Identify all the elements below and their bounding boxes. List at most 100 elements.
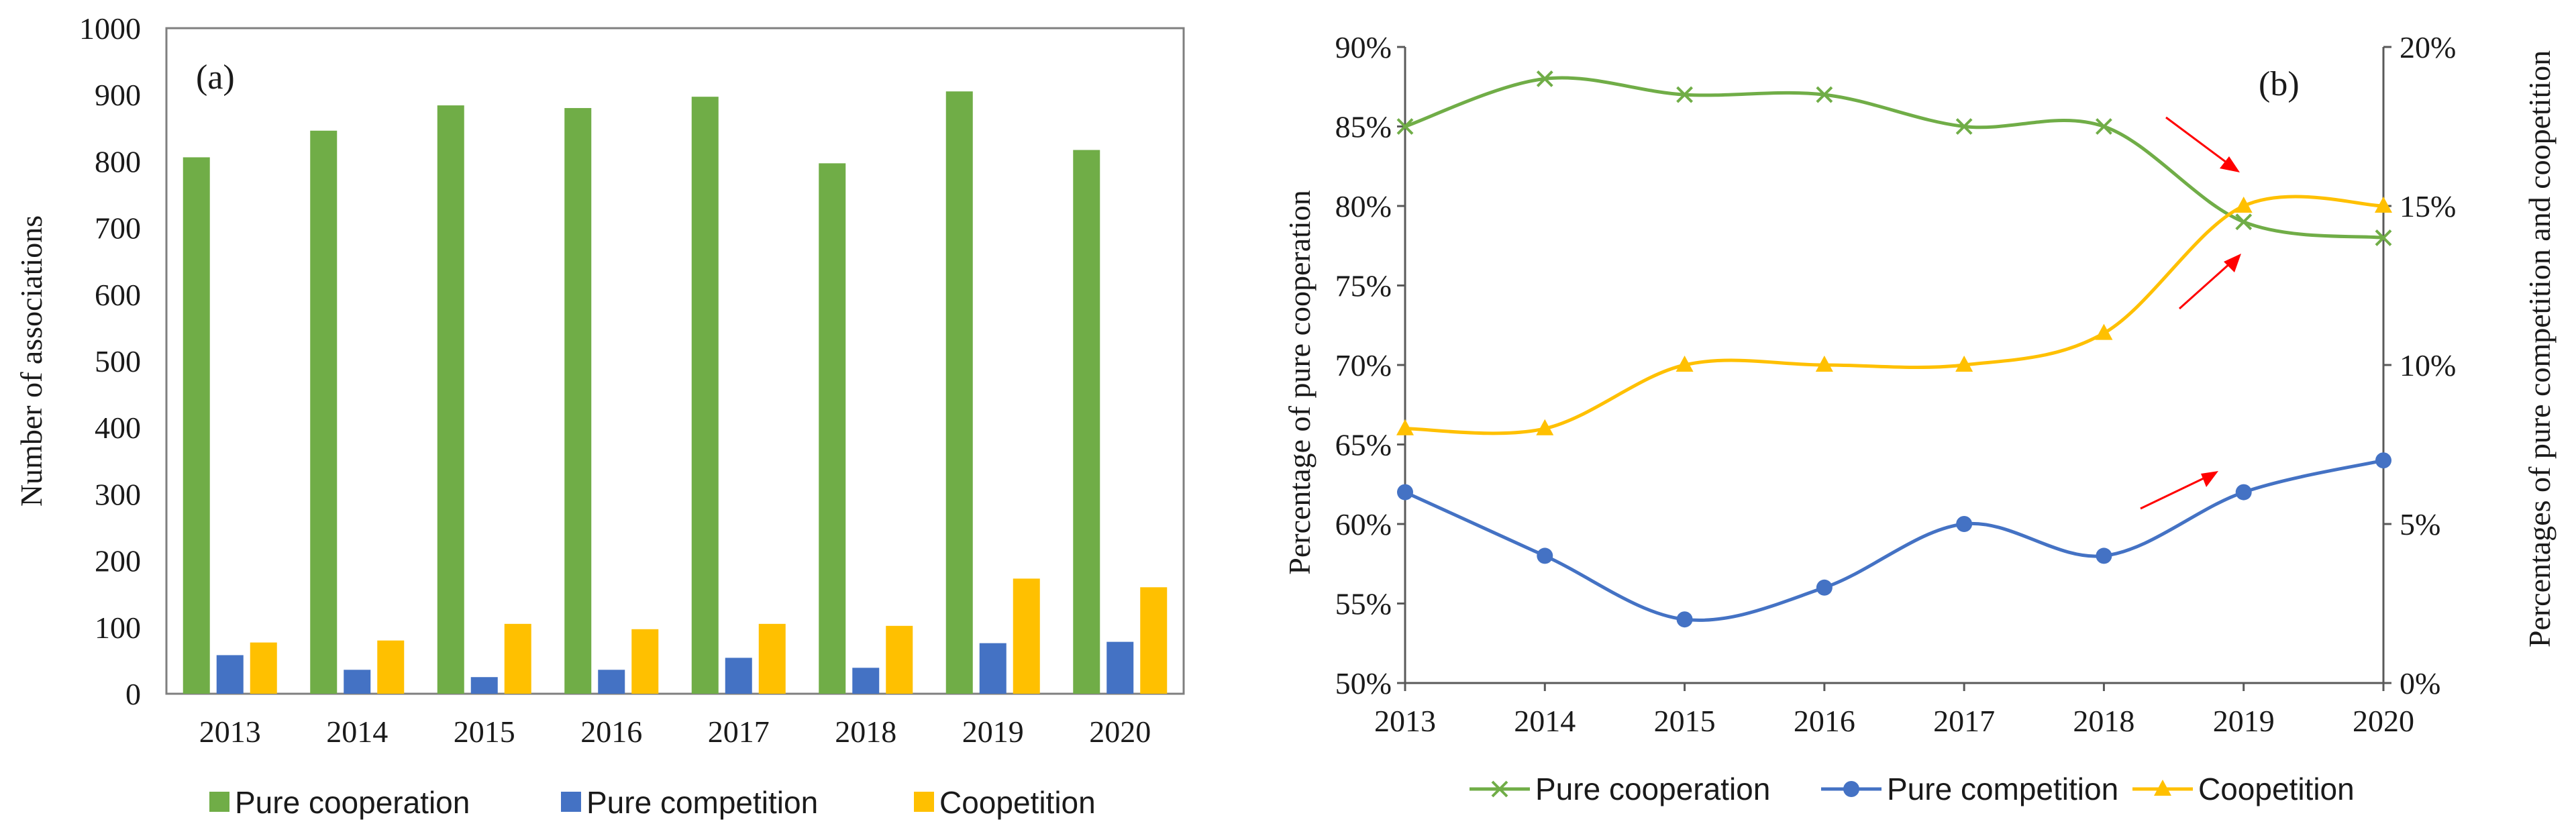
annotation-arrow-cooperation: [2165, 116, 2240, 172]
panel-a-y-tick-label: 1000: [79, 11, 141, 46]
legend-marker-competition: [1843, 781, 1859, 797]
point-cooperation-2017: [1955, 118, 1973, 135]
panel-a-legend: Pure cooperation Pure competition Coopetit…: [209, 785, 1096, 820]
panel-b-right-ticks: 0% 5% 10% 15% 20%: [2383, 30, 2456, 700]
legend-label-cooperation: Pure cooperation: [1535, 772, 1770, 806]
legend-label-competition: Pure competition: [586, 785, 818, 820]
annotation-arrow-coopetition: [2178, 254, 2241, 310]
panel-a-x-tick-label: 2017: [708, 715, 770, 749]
point-cooperation-2016: [1816, 86, 1833, 103]
panel-b-left-tick-label: 55%: [1335, 587, 1392, 621]
point-cooperation-2014: [1536, 70, 1553, 87]
panel-a-plot-frame: [165, 27, 1185, 695]
panel-b-right-axis-title: Percentages of pure competition and coop…: [2522, 50, 2557, 647]
legend-label-competition: Pure competition: [1887, 772, 2118, 806]
panel-b-left-tick-label: 60%: [1335, 507, 1392, 541]
point-competition-2019: [2235, 484, 2252, 501]
bar-coopetition-2014: [377, 640, 405, 694]
annotation-arrow-competition: [2140, 471, 2218, 510]
panel-a-y-tick-label: 200: [95, 544, 141, 578]
panel-a-y-ticks: 0 100 200 300 400 500 600 700 800 900 1000: [79, 11, 141, 711]
panel-a-x-tick-label: 2014: [326, 715, 388, 749]
bar-coopetition-2019: [1013, 578, 1040, 694]
legend-swatch-cooperation: [209, 792, 229, 812]
legend-swatch-coopetition: [914, 792, 934, 812]
bar-coopetition-2017: [758, 623, 786, 694]
point-coopetition-2020: [2375, 197, 2392, 213]
panel-b-left-tick-label: 50%: [1335, 666, 1392, 700]
panel-b-right-tick-label: 10%: [2400, 348, 2456, 382]
panel-b-x-tick-label: 2015: [1654, 704, 1716, 738]
legend-label-cooperation: Pure cooperation: [235, 785, 470, 820]
bar-coopetition-2013: [250, 642, 277, 694]
point-competition-2014: [1537, 547, 1553, 564]
point-competition-2018: [2096, 547, 2112, 564]
point-coopetition-2017: [1955, 356, 1973, 372]
panel-a-y-tick-label: 0: [125, 677, 141, 711]
panel-b-x-tick-label: 2020: [2353, 704, 2414, 738]
panel-b-x-tick-label: 2019: [2213, 704, 2275, 738]
bar-competition-2018: [852, 668, 880, 694]
bar-competition-2016: [598, 670, 625, 694]
panel-b-left-ticks: 50% 55% 60% 65% 70% 75% 80% 85% 90%: [1335, 30, 1405, 700]
panel-a-y-tick-label: 900: [95, 78, 141, 112]
panel-b-annotations: [2140, 116, 2241, 510]
panel-b-left-tick-label: 75%: [1335, 269, 1392, 303]
bar-cooperation-2017: [691, 97, 719, 694]
panel-a-x-tick-label: 2019: [962, 715, 1024, 749]
point-cooperation-2020: [2375, 229, 2392, 246]
panel-a-x-tick-label: 2015: [454, 715, 515, 749]
point-coopetition-2016: [1815, 356, 1833, 372]
bar-competition-2017: [725, 658, 752, 694]
bar-coopetition-2016: [631, 629, 659, 694]
point-coopetition-2015: [1676, 356, 1694, 372]
bar-competition-2019: [979, 643, 1007, 694]
panel-b-line-chart: (b) Percentage of pure cooperation Perce…: [1282, 30, 2557, 806]
line-competition: [1404, 458, 2384, 622]
bar-cooperation-2015: [437, 105, 464, 694]
panel-b-x-tick-label: 2016: [1794, 704, 1855, 738]
point-competition-2016: [1816, 579, 1833, 596]
panel-b-x-tick-label: 2014: [1514, 704, 1576, 738]
panel-a-bars: [183, 91, 1168, 694]
point-competition-2017: [1956, 516, 1973, 532]
legend-marker-coopetition: [2154, 780, 2171, 796]
panel-a-label: (a): [196, 58, 235, 97]
point-competition-2013: [1397, 484, 1413, 501]
bar-cooperation-2014: [310, 130, 338, 694]
bar-coopetition-2020: [1140, 587, 1168, 694]
legend-marker-cooperation: [1491, 780, 1508, 798]
panel-b-series: [1396, 70, 2392, 628]
bar-cooperation-2013: [183, 157, 210, 694]
panel-b-right-tick-label: 15%: [2400, 189, 2456, 223]
panel-a-y-tick-label: 500: [95, 344, 141, 378]
panel-a-x-tick-label: 2013: [199, 715, 261, 749]
panel-b-left-tick-label: 90%: [1335, 30, 1392, 64]
panel-b-left-tick-label: 85%: [1335, 110, 1392, 144]
panel-b-left-axis-title: Percentage of pure cooperation: [1282, 190, 1317, 574]
panel-a-x-ticks: 2013 2014 2015 2016 2017 2018 2019 2020: [199, 715, 1151, 749]
point-competition-2015: [1676, 611, 1693, 628]
bar-cooperation-2018: [819, 163, 846, 694]
legend-label-coopetition: Coopetition: [2198, 772, 2355, 806]
panel-b-right-tick-label: 0%: [2400, 666, 2440, 700]
panel-a-y-tick-label: 800: [95, 144, 141, 178]
point-coopetition-2018: [2095, 323, 2113, 340]
point-competition-2020: [2375, 452, 2391, 469]
panel-a-y-tick-label: 600: [95, 278, 141, 312]
panel-a-bar-chart: (a) Number of associations 0 100 200 300 400…: [14, 11, 1185, 820]
panel-a-y-axis-title: Number of associations: [14, 215, 48, 507]
panel-a-x-tick-label: 2018: [835, 715, 896, 749]
panel-b-x-tick-label: 2017: [1933, 704, 1995, 738]
line-coopetition: [1404, 195, 2384, 435]
panel-b-right-tick-label: 20%: [2400, 30, 2456, 64]
panel-a-x-tick-label: 2016: [580, 715, 642, 749]
bar-cooperation-2020: [1073, 150, 1100, 694]
bar-coopetition-2015: [504, 623, 531, 694]
bar-competition-2013: [216, 655, 244, 694]
point-coopetition-2019: [2234, 197, 2253, 213]
legend-label-coopetition: Coopetition: [939, 785, 1096, 820]
panel-b-label: (b): [2259, 65, 2300, 103]
point-cooperation-2015: [1676, 86, 1693, 103]
